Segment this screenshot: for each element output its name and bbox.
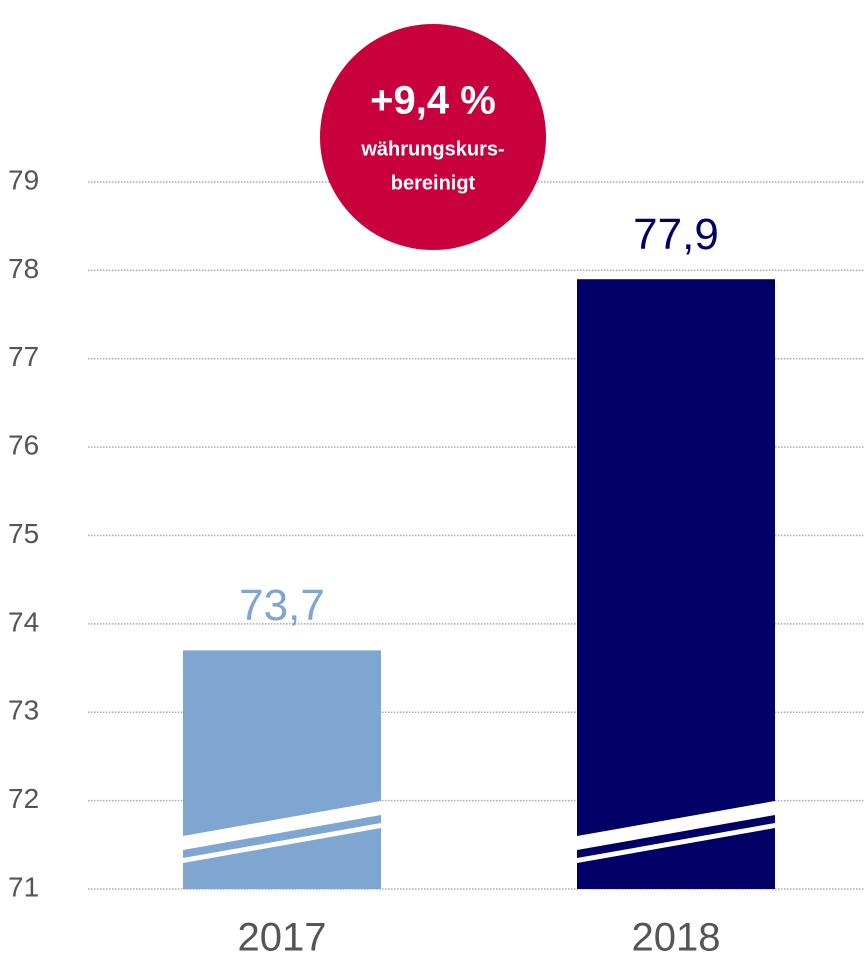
y-tick-label: 72 xyxy=(8,783,39,814)
y-tick-label: 79 xyxy=(8,164,39,195)
annotation-value: +9,4 % xyxy=(370,79,496,123)
y-tick-label: 73 xyxy=(8,695,39,726)
x-tick-label: 2017 xyxy=(238,916,327,960)
y-tick-label: 74 xyxy=(8,606,39,637)
bar xyxy=(183,650,381,889)
axis-break xyxy=(183,801,381,850)
annotation-text: währungskurs- xyxy=(360,138,504,160)
y-tick-label: 78 xyxy=(8,253,39,284)
axis-break xyxy=(577,823,775,863)
y-tick-label: 77 xyxy=(8,341,39,372)
y-tick-label: 71 xyxy=(8,871,39,902)
bar xyxy=(577,279,775,889)
y-tick-label: 75 xyxy=(8,518,39,549)
x-tick-label: 2018 xyxy=(632,916,721,960)
y-tick-label: 76 xyxy=(8,430,39,461)
value-label: 77,9 xyxy=(633,210,719,259)
axis-break xyxy=(183,823,381,863)
axis-break xyxy=(577,801,775,850)
value-label: 73,7 xyxy=(239,581,325,630)
annotation-text: bereinigt xyxy=(391,172,476,194)
annotation-bubble xyxy=(320,24,546,250)
